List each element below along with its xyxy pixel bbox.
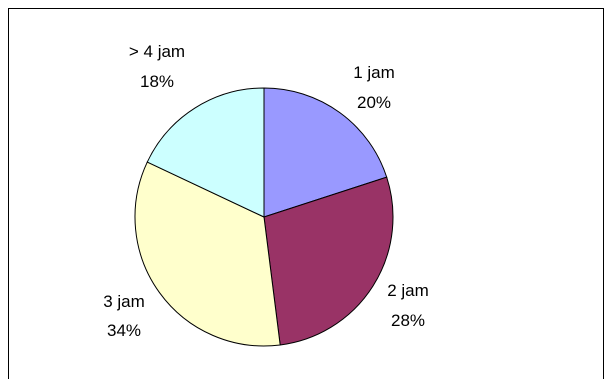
slice-label-1: 1 jam: [353, 63, 395, 82]
pie-slice-4: [146, 87, 265, 218]
slice-percent-1: 20%: [357, 93, 391, 112]
slice-label-4: > 4 jam: [129, 42, 185, 61]
slice-label-2: 2 jam: [387, 281, 429, 300]
slice-percent-3: 34%: [107, 321, 141, 340]
pie-slice-2: [263, 176, 394, 346]
pie-slice-1: [263, 87, 388, 218]
slice-percent-4: 18%: [140, 72, 174, 91]
slice-label-3: 3 jam: [103, 292, 145, 311]
slice-percent-2: 28%: [391, 311, 425, 330]
